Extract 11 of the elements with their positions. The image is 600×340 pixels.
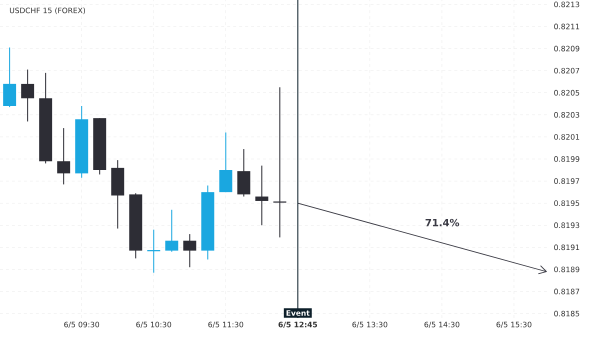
candlestick [237, 148, 250, 198]
candlestick [183, 234, 196, 268]
candlestick [165, 209, 178, 252]
candlestick [255, 165, 268, 226]
candlestick [272, 86, 287, 238]
candlestick [57, 128, 70, 185]
candlestick [219, 132, 232, 193]
annotation: 71.4% [426, 218, 460, 226]
candlestick [146, 229, 161, 274]
candlestick [3, 46, 16, 108]
candlestick [21, 69, 34, 122]
